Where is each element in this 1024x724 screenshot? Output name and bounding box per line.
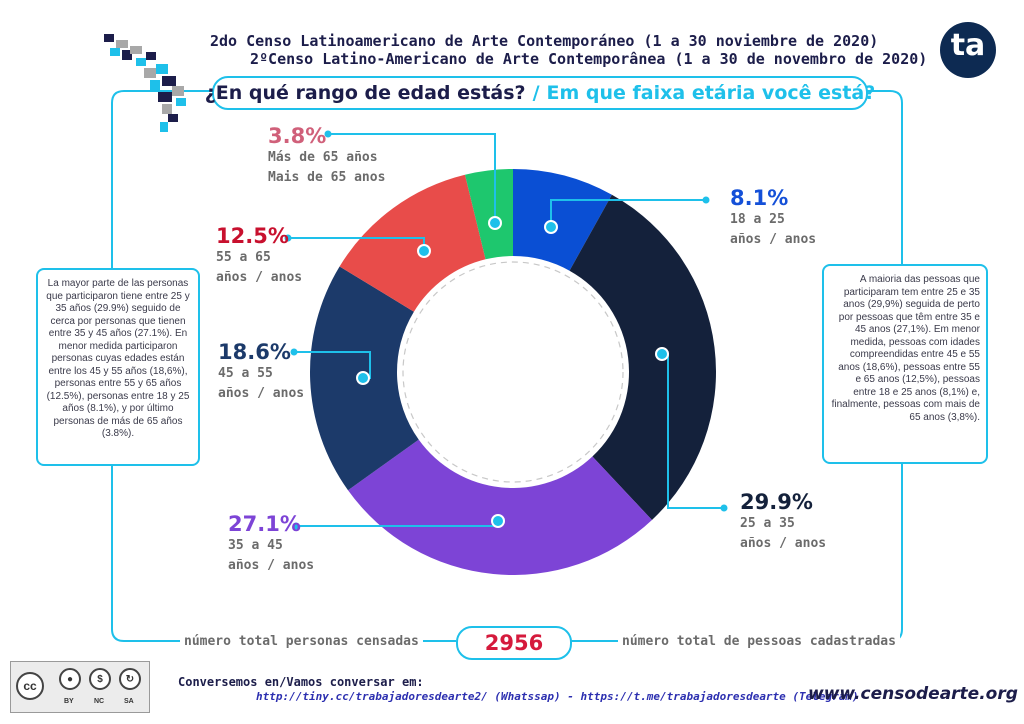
- range-label-65plus-es: Más de 65 años: [268, 150, 378, 165]
- leader-dot-s65: [488, 216, 502, 230]
- unit-label-25-35: años / anos: [740, 536, 827, 551]
- leader-dot-s18: [544, 220, 558, 234]
- unit-label-45-55: años / anos: [218, 386, 305, 401]
- summary-text-pt: A maioria das pessoas que participaram t…: [831, 274, 980, 423]
- total-count: 2956: [484, 631, 544, 655]
- slice-label-55-65: 12.5% 55 a 65 años / anos: [216, 224, 302, 288]
- brand-logo: ta: [940, 22, 996, 78]
- donut-slice-s35: [348, 439, 652, 575]
- donut-slice-s65: [464, 169, 513, 260]
- sa-icon: ↻: [119, 668, 141, 690]
- contact-heading: Conversemos en/Vamos conversar em:: [178, 675, 424, 689]
- cc-icon: cc: [16, 672, 44, 700]
- question-box: ¿En qué rango de edad estás? / Em que fa…: [205, 76, 875, 110]
- range-label-25-35: 25 a 35: [740, 516, 795, 531]
- leader-dot-s55: [417, 244, 431, 258]
- by-icon: ●: [59, 668, 81, 690]
- range-label-55-65: 55 a 65: [216, 250, 271, 265]
- title-pt: 2ºCenso Latino-Americano de Arte Contemp…: [250, 50, 928, 68]
- summary-box-pt: A maioria das pessoas que participaram t…: [822, 264, 988, 464]
- pct-label-65plus: 3.8%: [268, 124, 327, 148]
- leader-end-dot: [284, 234, 292, 242]
- contact-links[interactable]: http://tiny.cc/trabajadoresdearte2/ (Wha…: [256, 690, 859, 703]
- unit-label-18-25: años / anos: [730, 232, 817, 247]
- summary-text-es: La mayor parte de las personas que parti…: [46, 278, 190, 439]
- leader-end-dot: [290, 348, 298, 356]
- donut-slice-s18: [513, 169, 612, 271]
- leader-dot-s35: [491, 514, 505, 528]
- leader-dot-s45: [356, 371, 370, 385]
- sa-tag: SA: [124, 698, 134, 705]
- leader-end-dot: [702, 196, 710, 204]
- unit-label-55-65: años / anos: [216, 270, 303, 285]
- slice-label-18-25: 8.1% 18 a 25 años / anos: [730, 186, 816, 250]
- pct-label-45-55: 18.6%: [218, 340, 291, 364]
- leader-end-dot: [720, 504, 728, 512]
- nc-tag: NC: [94, 698, 105, 705]
- range-label-45-55: 45 a 55: [218, 366, 273, 381]
- question-pt: Em que faixa etária você está?: [546, 82, 876, 104]
- question-separator: /: [532, 82, 540, 104]
- slice-label-65plus: 3.8% Más de 65 años Mais de 65 anos: [268, 124, 385, 188]
- slice-label-25-35: 29.9% 25 a 35 años / anos: [740, 490, 826, 554]
- donut-chart: [310, 169, 717, 575]
- donut-slice-s25: [569, 194, 717, 520]
- pct-label-35-45: 27.1%: [228, 512, 301, 536]
- pct-label-55-65: 12.5%: [216, 224, 289, 248]
- cc-license-badge: cc ● $ ↻ BY NC SA: [10, 661, 150, 713]
- slice-label-45-55: 18.6% 45 a 55 años / anos: [218, 340, 304, 404]
- range-label-35-45: 35 a 45: [228, 538, 283, 553]
- summary-box-es: La mayor parte de las personas que parti…: [36, 268, 200, 466]
- by-tag: BY: [64, 698, 74, 705]
- range-label-65plus-pt: Mais de 65 anos: [268, 170, 386, 185]
- leader-dot-s25: [655, 347, 669, 361]
- question-es: ¿En qué rango de edad estás?: [204, 82, 526, 104]
- nc-icon: $: [89, 668, 111, 690]
- donut-slice-s55: [339, 174, 486, 312]
- pct-label-25-35: 29.9%: [740, 490, 813, 514]
- total-label-pt: número total de pessoas cadastradas: [618, 634, 900, 649]
- leader-line-s65: [328, 133, 496, 223]
- website-link[interactable]: www.censodearte.org: [808, 684, 1018, 704]
- total-label-es: número total personas censadas: [180, 634, 423, 649]
- pct-label-18-25: 8.1%: [730, 186, 789, 210]
- leader-end-dot: [324, 130, 332, 138]
- logo-text: ta: [950, 28, 986, 63]
- latin-america-map-icon: [104, 34, 186, 132]
- unit-label-35-45: años / anos: [228, 558, 315, 573]
- leader-lines: [284, 130, 728, 530]
- leader-end-dot: [292, 522, 300, 530]
- title-es: 2do Censo Latinoamericano de Arte Contem…: [210, 32, 879, 50]
- slice-label-35-45: 27.1% 35 a 45 años / anos: [228, 512, 314, 576]
- leader-line-s18: [550, 199, 706, 227]
- total-count-box: 2956: [456, 626, 572, 660]
- donut-hole: [402, 261, 624, 483]
- range-label-18-25: 18 a 25: [730, 212, 785, 227]
